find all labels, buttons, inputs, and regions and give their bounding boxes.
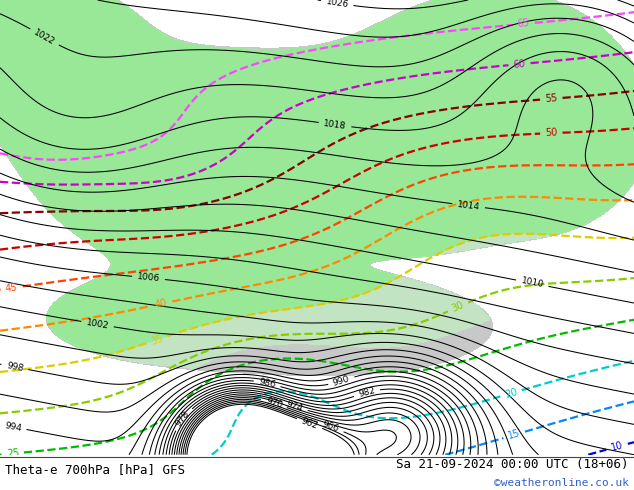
Text: 20: 20 [503, 387, 519, 400]
Text: 60: 60 [513, 59, 526, 70]
Text: 1010: 1010 [520, 276, 545, 290]
Text: 974: 974 [285, 399, 304, 413]
Text: 65: 65 [517, 18, 531, 29]
Text: 982: 982 [358, 386, 376, 399]
Text: 45: 45 [5, 282, 18, 294]
Text: 35: 35 [150, 333, 164, 346]
Text: 50: 50 [545, 128, 558, 138]
Text: 978: 978 [174, 409, 191, 429]
Text: 1002: 1002 [86, 318, 110, 330]
Text: 994: 994 [4, 421, 22, 433]
Text: 15: 15 [507, 428, 522, 441]
Text: 990: 990 [332, 374, 351, 388]
Text: 1018: 1018 [323, 119, 347, 131]
Text: 25: 25 [6, 448, 20, 459]
Text: 962: 962 [300, 416, 319, 431]
Text: 40: 40 [154, 297, 169, 310]
Text: Sa 21-09-2024 00:00 UTC (18+06): Sa 21-09-2024 00:00 UTC (18+06) [396, 458, 629, 471]
Text: 1006: 1006 [136, 272, 160, 284]
Text: 970: 970 [264, 396, 283, 410]
Text: 30: 30 [450, 300, 465, 314]
Text: 966: 966 [321, 420, 340, 434]
Text: ©weatheronline.co.uk: ©weatheronline.co.uk [494, 478, 629, 488]
Text: 1022: 1022 [32, 27, 56, 47]
Text: 1014: 1014 [456, 200, 481, 212]
Text: 55: 55 [545, 93, 558, 104]
Text: Theta-e 700hPa [hPa] GFS: Theta-e 700hPa [hPa] GFS [5, 463, 185, 476]
Text: 998: 998 [6, 361, 24, 373]
Text: 1026: 1026 [325, 0, 349, 9]
Text: 10: 10 [610, 441, 624, 453]
Text: 986: 986 [258, 377, 276, 390]
